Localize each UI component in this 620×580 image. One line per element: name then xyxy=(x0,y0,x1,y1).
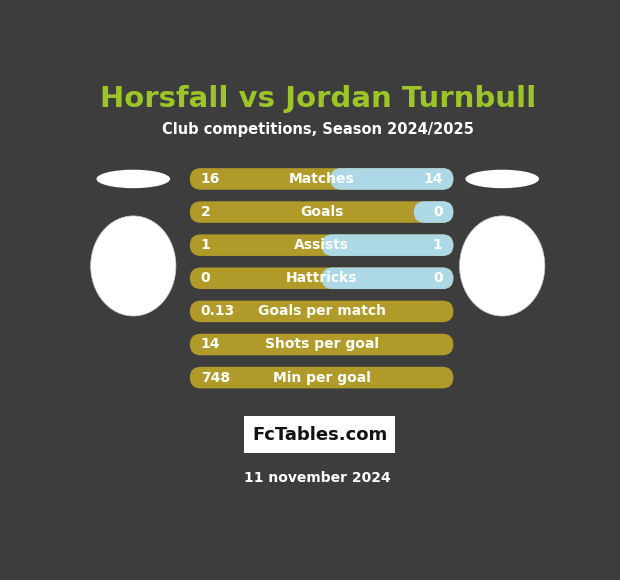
Text: 0: 0 xyxy=(433,271,443,285)
FancyBboxPatch shape xyxy=(322,267,453,289)
Text: Club competitions, Season 2024/2025: Club competitions, Season 2024/2025 xyxy=(162,122,474,137)
Ellipse shape xyxy=(97,170,170,188)
Text: 14: 14 xyxy=(201,338,220,351)
FancyBboxPatch shape xyxy=(322,234,453,256)
FancyBboxPatch shape xyxy=(190,300,453,322)
Text: Assists: Assists xyxy=(294,238,349,252)
Text: Goals per match: Goals per match xyxy=(258,304,386,318)
Text: Hattricks: Hattricks xyxy=(286,271,357,285)
Text: 1: 1 xyxy=(433,238,443,252)
Text: Min per goal: Min per goal xyxy=(273,371,371,385)
FancyBboxPatch shape xyxy=(330,168,453,190)
FancyBboxPatch shape xyxy=(190,201,453,223)
FancyBboxPatch shape xyxy=(244,416,396,453)
Text: 1: 1 xyxy=(201,238,210,252)
FancyBboxPatch shape xyxy=(190,334,453,356)
Text: 11 november 2024: 11 november 2024 xyxy=(244,471,391,485)
Text: 748: 748 xyxy=(201,371,230,385)
FancyBboxPatch shape xyxy=(190,267,453,289)
Text: FcTables.com: FcTables.com xyxy=(252,426,388,444)
Text: 0: 0 xyxy=(201,271,210,285)
Ellipse shape xyxy=(91,216,176,316)
Text: Matches: Matches xyxy=(289,172,355,186)
Text: 14: 14 xyxy=(423,172,443,186)
FancyBboxPatch shape xyxy=(190,168,453,190)
Text: 16: 16 xyxy=(201,172,220,186)
Text: 2: 2 xyxy=(201,205,210,219)
FancyBboxPatch shape xyxy=(190,234,453,256)
Text: Shots per goal: Shots per goal xyxy=(265,338,379,351)
Ellipse shape xyxy=(466,170,539,188)
Text: Horsfall vs Jordan Turnbull: Horsfall vs Jordan Turnbull xyxy=(100,85,536,113)
Text: 0.13: 0.13 xyxy=(201,304,235,318)
Ellipse shape xyxy=(459,216,545,316)
FancyBboxPatch shape xyxy=(414,201,453,223)
FancyBboxPatch shape xyxy=(190,367,453,389)
Text: Goals: Goals xyxy=(300,205,343,219)
Text: 0: 0 xyxy=(433,205,443,219)
